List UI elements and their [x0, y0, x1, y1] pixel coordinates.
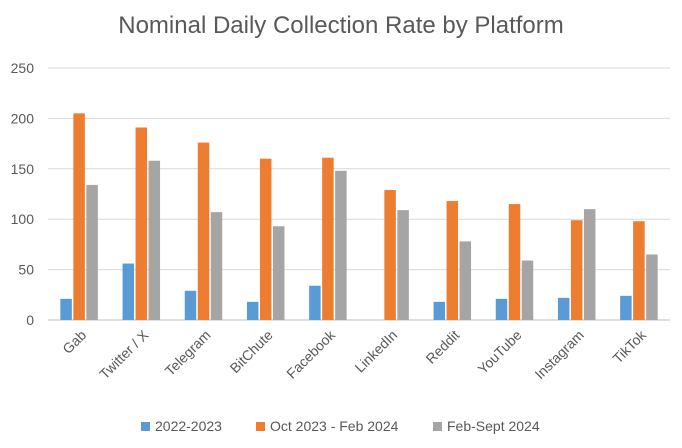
x-tick-label: LinkedIn [351, 327, 400, 376]
bar [557, 297, 570, 320]
bar [433, 301, 446, 320]
legend-swatch [256, 422, 265, 431]
bar [122, 263, 135, 320]
bar [583, 209, 596, 320]
bar [646, 254, 658, 320]
y-tick-label: 150 [11, 161, 35, 177]
bar [633, 221, 645, 320]
y-tick-label: 0 [26, 312, 34, 328]
bar [570, 220, 583, 320]
y-tick-label: 50 [18, 262, 34, 278]
y-tick-label: 200 [11, 110, 35, 126]
legend-label: 2022-2023 [155, 418, 222, 434]
x-tick-label: Telegram [162, 327, 214, 379]
legend-swatch [141, 422, 150, 431]
legend-label: Feb-Sept 2024 [447, 418, 540, 434]
bar [246, 301, 259, 320]
bar [322, 157, 334, 320]
bar [135, 127, 148, 320]
bar [86, 184, 98, 320]
bar [521, 260, 534, 320]
legend-label: Oct 2023 - Feb 2024 [270, 418, 399, 434]
x-tick-label: YouTube [474, 327, 524, 377]
legend: 2022-2023 Oct 2023 - Feb 2024 Feb-Sept 202… [141, 418, 540, 434]
bar [272, 226, 285, 320]
bar [60, 298, 72, 320]
x-tick-label: Twitter / X [96, 326, 152, 382]
bar [259, 158, 272, 320]
bars [60, 113, 658, 320]
x-tick-label: TikTok [609, 326, 649, 366]
legend-swatch [433, 422, 442, 431]
bar [73, 113, 85, 320]
bar [459, 241, 472, 320]
x-tick-label: Reddit [422, 327, 462, 367]
x-tick-label: Instagram [531, 327, 586, 382]
x-tick-label: BitChute [227, 327, 276, 376]
x-tick-label: Facebook [283, 326, 338, 381]
bar [210, 212, 223, 320]
bar [508, 204, 521, 320]
bar [384, 189, 396, 320]
bar [495, 298, 508, 320]
x-axis-labels: Gab Twitter / X Telegram BitChute Facebook Li… [59, 326, 650, 382]
bar [397, 210, 409, 320]
bar [309, 285, 321, 320]
y-tick-label: 100 [11, 211, 35, 227]
y-tick-label: 250 [11, 60, 35, 76]
bar [446, 201, 459, 320]
bar [335, 170, 347, 320]
bar [620, 295, 632, 320]
bar [184, 290, 197, 320]
y-axis-ticks: 0 50 100 150 200 250 [11, 60, 35, 328]
bar [197, 142, 210, 320]
chart-title: Nominal Daily Collection Rate by Platfor… [118, 12, 564, 39]
x-tick-label: Gab [59, 327, 89, 357]
bar [148, 160, 161, 320]
